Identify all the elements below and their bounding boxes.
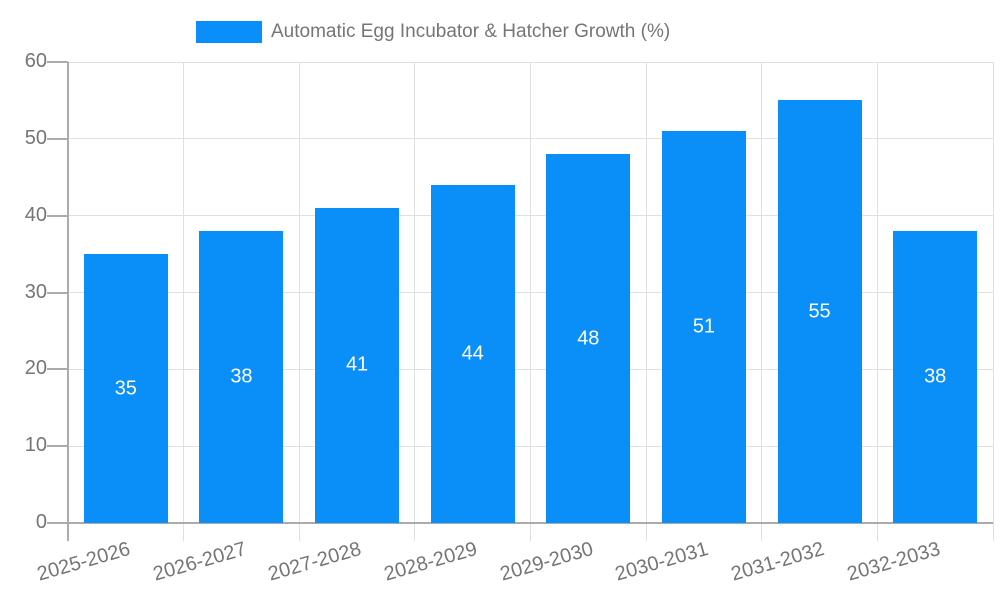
bar-2031-2032[interactable]: [777, 100, 862, 523]
y-tick-label: 40: [24, 203, 47, 226]
y-tick: [47, 214, 68, 217]
bar-value-label: 44: [461, 342, 484, 365]
bar-2029-2030[interactable]: [546, 154, 631, 523]
bar-value-label: 41: [345, 353, 369, 376]
y-tick-label: 30: [24, 280, 47, 303]
y-tick-label: 60: [24, 50, 47, 73]
x-gridline: [992, 62, 994, 541]
y-tick-label: 10: [24, 434, 47, 457]
x-gridline: [645, 62, 647, 541]
legend-item[interactable]: Automatic Egg Incubator & Hatcher Growth…: [196, 21, 670, 43]
y-tick: [47, 291, 68, 294]
x-tick-label: 2028-2029: [381, 538, 480, 586]
x-tick-label: 2031-2032: [728, 538, 827, 586]
legend-label: Automatic Egg Incubator & Hatcher Growth…: [271, 21, 671, 42]
bar-2026-2027[interactable]: [199, 231, 284, 523]
x-gridline: [298, 62, 300, 541]
y-tick-label: 0: [35, 511, 47, 534]
y-tick-label: 20: [24, 357, 47, 380]
bar-value-label: 35: [114, 377, 137, 400]
bar-2028-2029[interactable]: [430, 184, 515, 523]
x-axis-line: [68, 522, 993, 524]
x-tick-label: 2025-2026: [34, 538, 133, 586]
y-tick: [47, 522, 68, 524]
x-tick-label: 2026-2027: [150, 538, 249, 586]
bar-2032-2033[interactable]: [893, 231, 978, 523]
y-tick: [47, 368, 68, 371]
bar-2030-2031[interactable]: [661, 131, 746, 523]
x-gridline: [414, 62, 416, 541]
x-tick-label: 2027-2028: [266, 538, 365, 586]
y-tick: [47, 445, 68, 448]
x-tick-label: 2032-2033: [844, 538, 943, 586]
x-gridline: [761, 62, 763, 541]
bar-value-label: 48: [577, 327, 600, 350]
bar-2027-2028[interactable]: [315, 207, 400, 523]
y-tick: [47, 61, 68, 63]
x-gridline: [876, 62, 878, 541]
bar-value-label: 55: [808, 300, 831, 323]
bar-2025-2026[interactable]: [83, 254, 168, 523]
x-gridline: [530, 62, 531, 541]
x-tick-label: 2030-2031: [612, 538, 712, 586]
x-gridline: [183, 62, 185, 541]
bar-value-label: 38: [924, 365, 947, 388]
legend-swatch: [196, 21, 262, 43]
bar-value-label: 38: [230, 365, 253, 388]
y-tick: [47, 137, 68, 140]
bar-value-label: 51: [692, 315, 716, 338]
y-axis-line: [67, 62, 69, 541]
y-tick-label: 50: [24, 126, 47, 149]
x-tick-label: 2029-2030: [497, 538, 596, 586]
